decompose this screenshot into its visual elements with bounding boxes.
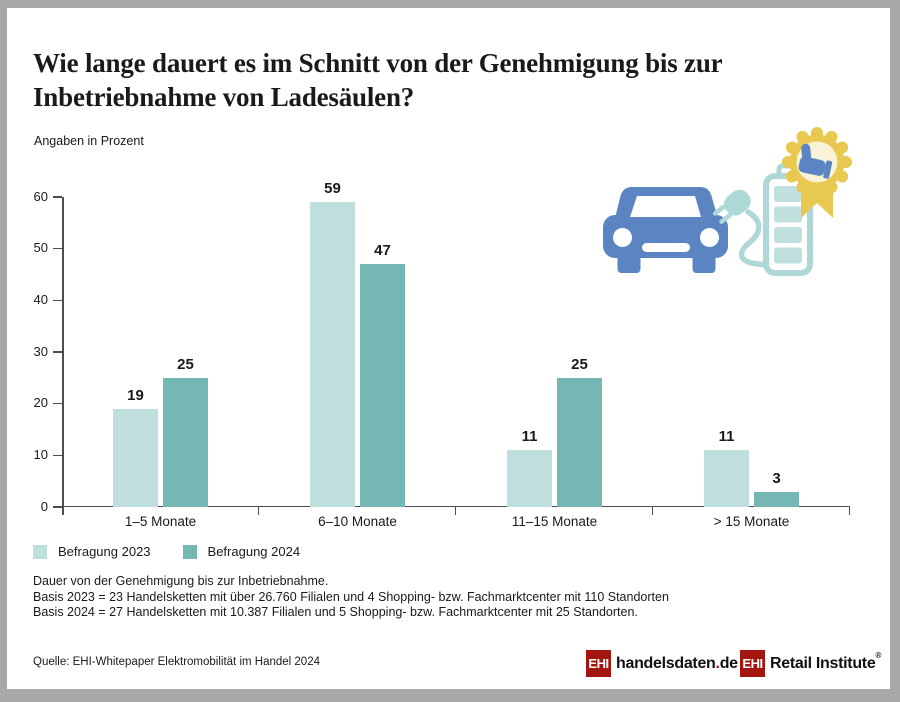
y-axis-tick-label: 40	[33, 291, 48, 307]
y-axis-tick	[53, 506, 62, 508]
y-axis-tick-label: 10	[33, 446, 48, 462]
bar-value-label: 25	[177, 355, 194, 373]
logo-handelsdaten: EHI handelsdaten.de	[586, 650, 738, 677]
bar-befragung-2024	[163, 377, 208, 507]
bar-value-label: 47	[374, 242, 391, 260]
x-axis-tick	[651, 507, 653, 515]
x-axis-tick	[454, 507, 456, 515]
footnote-line-2: Basis 2023 = 23 Handelsketten mit über 2…	[33, 589, 669, 604]
bar-value-label: 25	[571, 355, 588, 373]
bar-befragung-2024	[557, 377, 602, 507]
source-note: Quelle: EHI-Whitepaper Elektromobilität …	[33, 656, 320, 668]
y-axis-tick-label: 0	[40, 498, 48, 514]
legend-label-2023: Befragung 2023	[58, 544, 151, 559]
car-details	[613, 196, 719, 252]
bar-befragung-2023	[113, 408, 158, 507]
logo-text-main: Retail Institute	[770, 654, 876, 672]
category-label: 6–10 Monate	[318, 514, 397, 529]
y-axis-tick	[53, 351, 62, 353]
category-label: 11–15 Monate	[511, 514, 598, 529]
logo-handelsdaten-text: handelsdaten.de	[616, 655, 738, 673]
bar-befragung-2024	[360, 264, 405, 507]
y-axis-tick	[53, 299, 62, 302]
bar-value-label: 11	[521, 428, 538, 446]
chart-legend: Befragung 2023 Befragung 2024	[33, 544, 300, 559]
page-title-line-1: Wie lange dauert es im Schnitt von der G…	[33, 48, 723, 78]
category-label: > 15 Monate	[713, 514, 790, 529]
ehi-logo-box: EHI	[586, 650, 611, 677]
bar-befragung-2023	[507, 450, 552, 507]
logo-text-dot: .	[715, 654, 720, 672]
y-axis-tick-label: 30	[33, 343, 48, 359]
y-axis-tick	[53, 402, 62, 405]
x-axis-tick	[848, 507, 850, 515]
footnote-line-1: Dauer von der Genehmigung bis zur Inbetr…	[33, 574, 329, 588]
thumbs-up-icon	[798, 143, 833, 179]
bar-value-label: 3	[772, 469, 781, 487]
y-axis-tick-label: 20	[33, 395, 48, 411]
ehi-logo-box: EHI	[740, 650, 765, 677]
ev-car-charging-battery-award-icon	[603, 127, 852, 276]
award-badge-icon	[782, 127, 852, 218]
chart-subtitle: Angaben in Prozent	[34, 134, 144, 148]
legend-item-befragung-2024: Befragung 2024	[182, 544, 301, 559]
footnote-line-3: Basis 2024 = 27 Handelsketten mit 10.387…	[33, 605, 638, 619]
bar-value-label: 59	[324, 180, 341, 198]
logo-retail-institute: EHI Retail Institute®	[740, 650, 881, 677]
legend-swatch-2023	[33, 544, 47, 559]
bar-befragung-2024	[754, 491, 799, 507]
bar-befragung-2023	[704, 450, 749, 507]
page-title: Wie lange dauert es im Schnitt von der G…	[33, 46, 873, 114]
y-axis-tick	[53, 196, 62, 198]
x-axis-tick	[257, 507, 259, 515]
y-axis-tick-label: 60	[33, 188, 48, 204]
y-axis-line	[62, 197, 64, 515]
bar-value-label: 11	[718, 428, 735, 446]
charging-plug-icon	[712, 189, 769, 268]
category-label: 1–5 Monate	[124, 514, 197, 529]
logo-retail-text: Retail Institute®	[770, 651, 881, 673]
chart-canvas	[7, 8, 890, 689]
legend-item-befragung-2023: Befragung 2023	[33, 544, 151, 559]
logo-text-post: de	[719, 654, 738, 672]
registered-trademark: ®	[875, 650, 882, 660]
page-title-line-2: Inbetriebnahme von Ladesäulen?	[33, 82, 415, 112]
logo-text-pre: handelsdaten	[616, 654, 716, 672]
y-axis-tick	[53, 247, 62, 250]
footnotes: Dauer von der Genehmigung bis zur Inbetr…	[33, 574, 669, 621]
battery-icon	[763, 163, 813, 276]
y-axis-tick-label: 50	[33, 240, 48, 256]
bar-chart: 0 10 20 30 40 50 60 19 25 1–5 Monate 59 47 6–10 Mona…	[34, 180, 850, 529]
legend-label-2024: Befragung 2024	[207, 544, 301, 559]
legend-swatch-2024	[182, 544, 197, 559]
bar-befragung-2023	[310, 202, 355, 507]
y-axis-tick	[53, 454, 62, 457]
x-axis-line	[62, 505, 850, 507]
bar-value-label: 19	[127, 386, 144, 404]
